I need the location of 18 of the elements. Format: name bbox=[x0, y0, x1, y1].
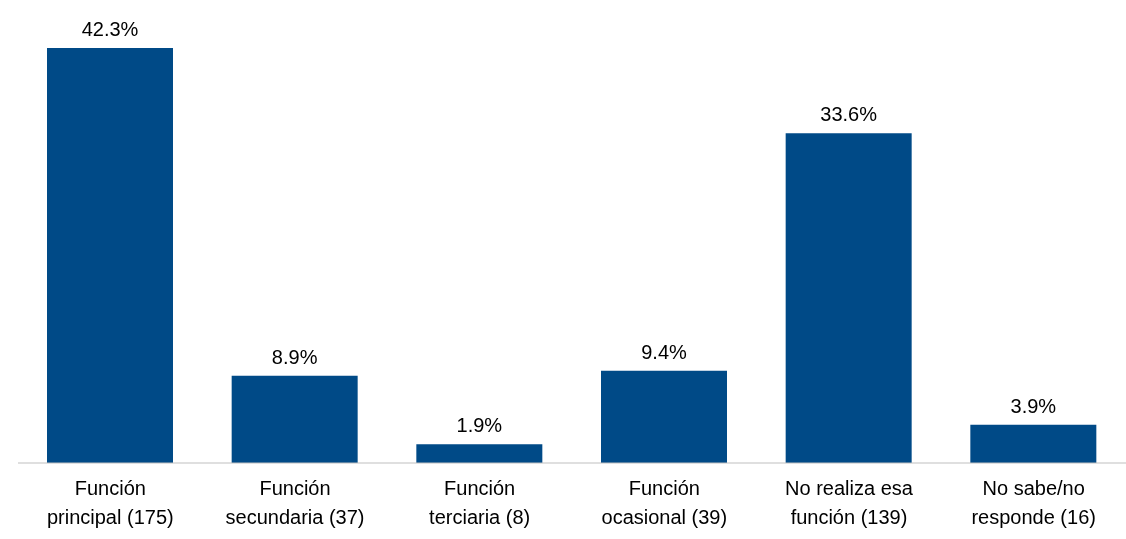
data-label: 9.4% bbox=[641, 340, 688, 363]
bar bbox=[785, 133, 912, 463]
data-label: 1.9% bbox=[456, 414, 503, 437]
bar bbox=[970, 424, 1097, 463]
bar bbox=[47, 48, 173, 463]
bar bbox=[601, 370, 727, 463]
data-label: 8.9% bbox=[271, 345, 318, 368]
x-tick-label: No realiza esa función (139) bbox=[785, 477, 914, 528]
bar bbox=[416, 444, 543, 463]
data-label: 42.3% bbox=[81, 18, 139, 40]
x-tick-label: Función ocasional (39) bbox=[601, 477, 728, 528]
x-tick-label: Función terciaria (8) bbox=[429, 477, 531, 528]
data-label: 3.9% bbox=[1010, 394, 1057, 417]
x-tick-label: No sabe/no responde (16) bbox=[971, 477, 1096, 528]
x-tick-label: Función secundaria (37) bbox=[225, 477, 365, 528]
data-label: 33.6% bbox=[820, 103, 878, 126]
x-tick-label: Función principal (175) bbox=[46, 477, 174, 528]
bar bbox=[231, 375, 358, 463]
